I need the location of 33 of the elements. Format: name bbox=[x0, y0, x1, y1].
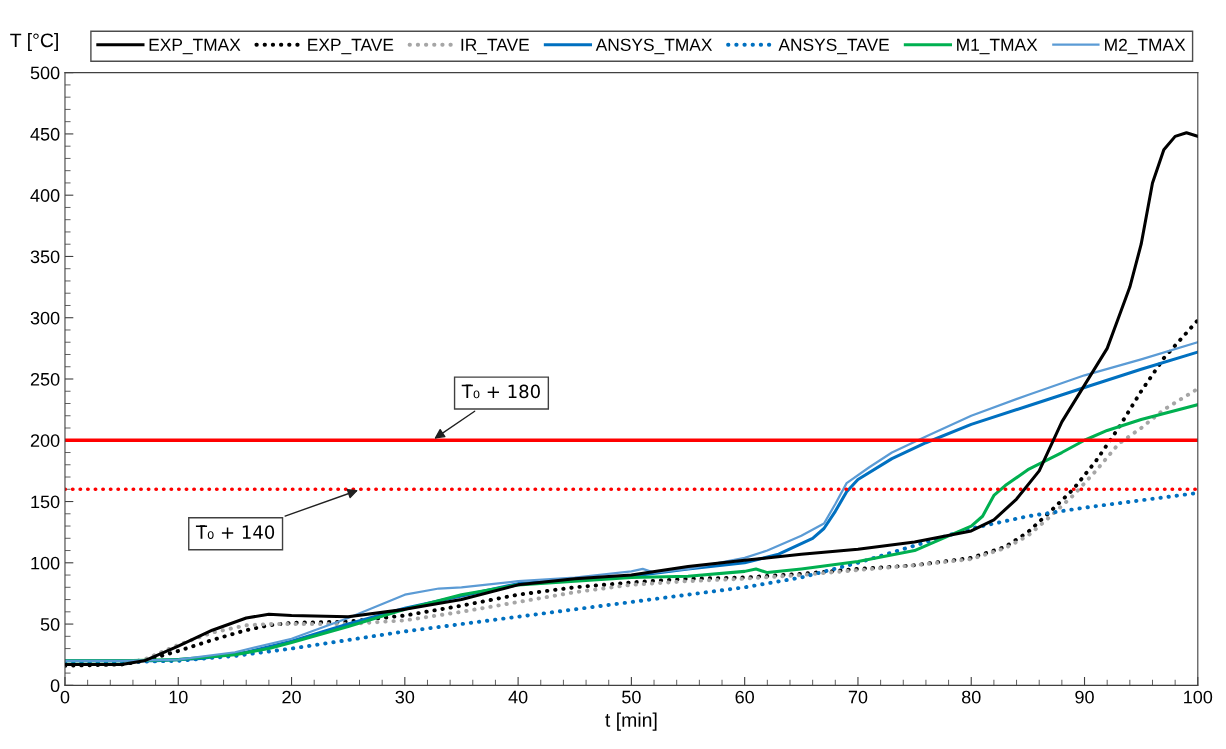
y-tick-label: 150 bbox=[31, 495, 60, 509]
x-tick-label: 0 bbox=[60, 690, 70, 704]
y-tick-label: 250 bbox=[30, 372, 60, 386]
legend-label: EXP_TAVE bbox=[308, 38, 394, 55]
y-tick-label: 300 bbox=[30, 311, 60, 325]
y-tick-label: 200 bbox=[30, 434, 60, 447]
y-tick-label: 500 bbox=[30, 66, 60, 80]
x-tick-label: 20 bbox=[282, 690, 301, 704]
legend-label: ANSYS_TAVE bbox=[778, 38, 889, 55]
y-tick-label: 400 bbox=[30, 189, 60, 202]
annotation: T̄₀ + 180 bbox=[461, 384, 540, 399]
x-tick-label: 80 bbox=[961, 690, 981, 704]
legend-label: M1_TMAX bbox=[957, 38, 1038, 55]
x-tick-label: 60 bbox=[735, 690, 755, 704]
y-tick-label: 100 bbox=[31, 556, 60, 570]
x-axis-title: t [min] bbox=[605, 712, 657, 731]
y-tick-label: 50 bbox=[40, 618, 60, 631]
y-tick-label: 450 bbox=[30, 127, 60, 141]
x-tick-label: 30 bbox=[395, 690, 415, 704]
x-tick-label: 50 bbox=[622, 690, 641, 704]
legend-label: IR_TAVE bbox=[461, 38, 529, 55]
legend-label: M2_TMAX bbox=[1105, 38, 1186, 55]
x-tick-label: 90 bbox=[1075, 690, 1094, 704]
legend-label: ANSYS_TMAX bbox=[595, 38, 713, 55]
legend-label: EXP_TMAX bbox=[149, 38, 241, 55]
x-tick-label: 100 bbox=[1184, 690, 1213, 704]
y-tick-label: 350 bbox=[30, 250, 60, 264]
annotation: T̄₀ + 140 bbox=[195, 525, 275, 539]
y-axis-title: T [°C] bbox=[10, 32, 58, 52]
y-tick-label: 0 bbox=[50, 679, 60, 693]
x-tick-label: 40 bbox=[508, 690, 528, 704]
x-tick-label: 70 bbox=[848, 690, 868, 704]
x-tick-label: 10 bbox=[169, 690, 188, 704]
